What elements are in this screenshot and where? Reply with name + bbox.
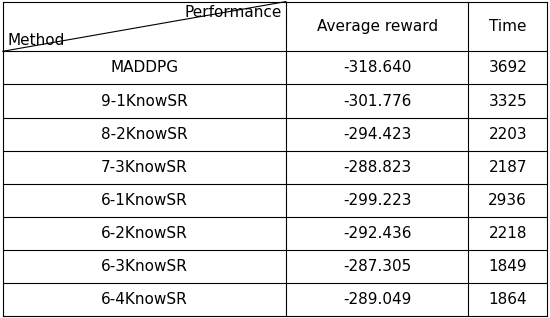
Text: MADDPG: MADDPG — [110, 60, 178, 75]
Text: 2936: 2936 — [488, 193, 527, 208]
Text: Average reward: Average reward — [317, 19, 438, 34]
Text: 3692: 3692 — [488, 60, 527, 75]
Text: -301.776: -301.776 — [343, 93, 411, 108]
Text: -288.823: -288.823 — [343, 160, 411, 175]
Text: 6-4KnowSR: 6-4KnowSR — [101, 292, 188, 307]
Text: 1864: 1864 — [488, 292, 527, 307]
Text: 8-2KnowSR: 8-2KnowSR — [101, 127, 188, 142]
Text: 6-3KnowSR: 6-3KnowSR — [101, 259, 188, 274]
Text: 3325: 3325 — [488, 93, 527, 108]
Text: 1849: 1849 — [488, 259, 527, 274]
Text: 7-3KnowSR: 7-3KnowSR — [101, 160, 188, 175]
Text: 6-1KnowSR: 6-1KnowSR — [101, 193, 188, 208]
Text: 2218: 2218 — [488, 226, 527, 241]
Text: 2203: 2203 — [488, 127, 527, 142]
Text: 6-2KnowSR: 6-2KnowSR — [101, 226, 188, 241]
Text: -294.423: -294.423 — [343, 127, 411, 142]
Text: -318.640: -318.640 — [343, 60, 411, 75]
Text: -292.436: -292.436 — [343, 226, 411, 241]
Text: -299.223: -299.223 — [343, 193, 411, 208]
Text: -287.305: -287.305 — [343, 259, 411, 274]
Text: Method: Method — [7, 33, 64, 48]
Text: 9-1KnowSR: 9-1KnowSR — [101, 93, 188, 108]
Text: Performance: Performance — [184, 5, 282, 20]
Text: Time: Time — [489, 19, 526, 34]
Text: 2187: 2187 — [488, 160, 527, 175]
Text: -289.049: -289.049 — [343, 292, 411, 307]
